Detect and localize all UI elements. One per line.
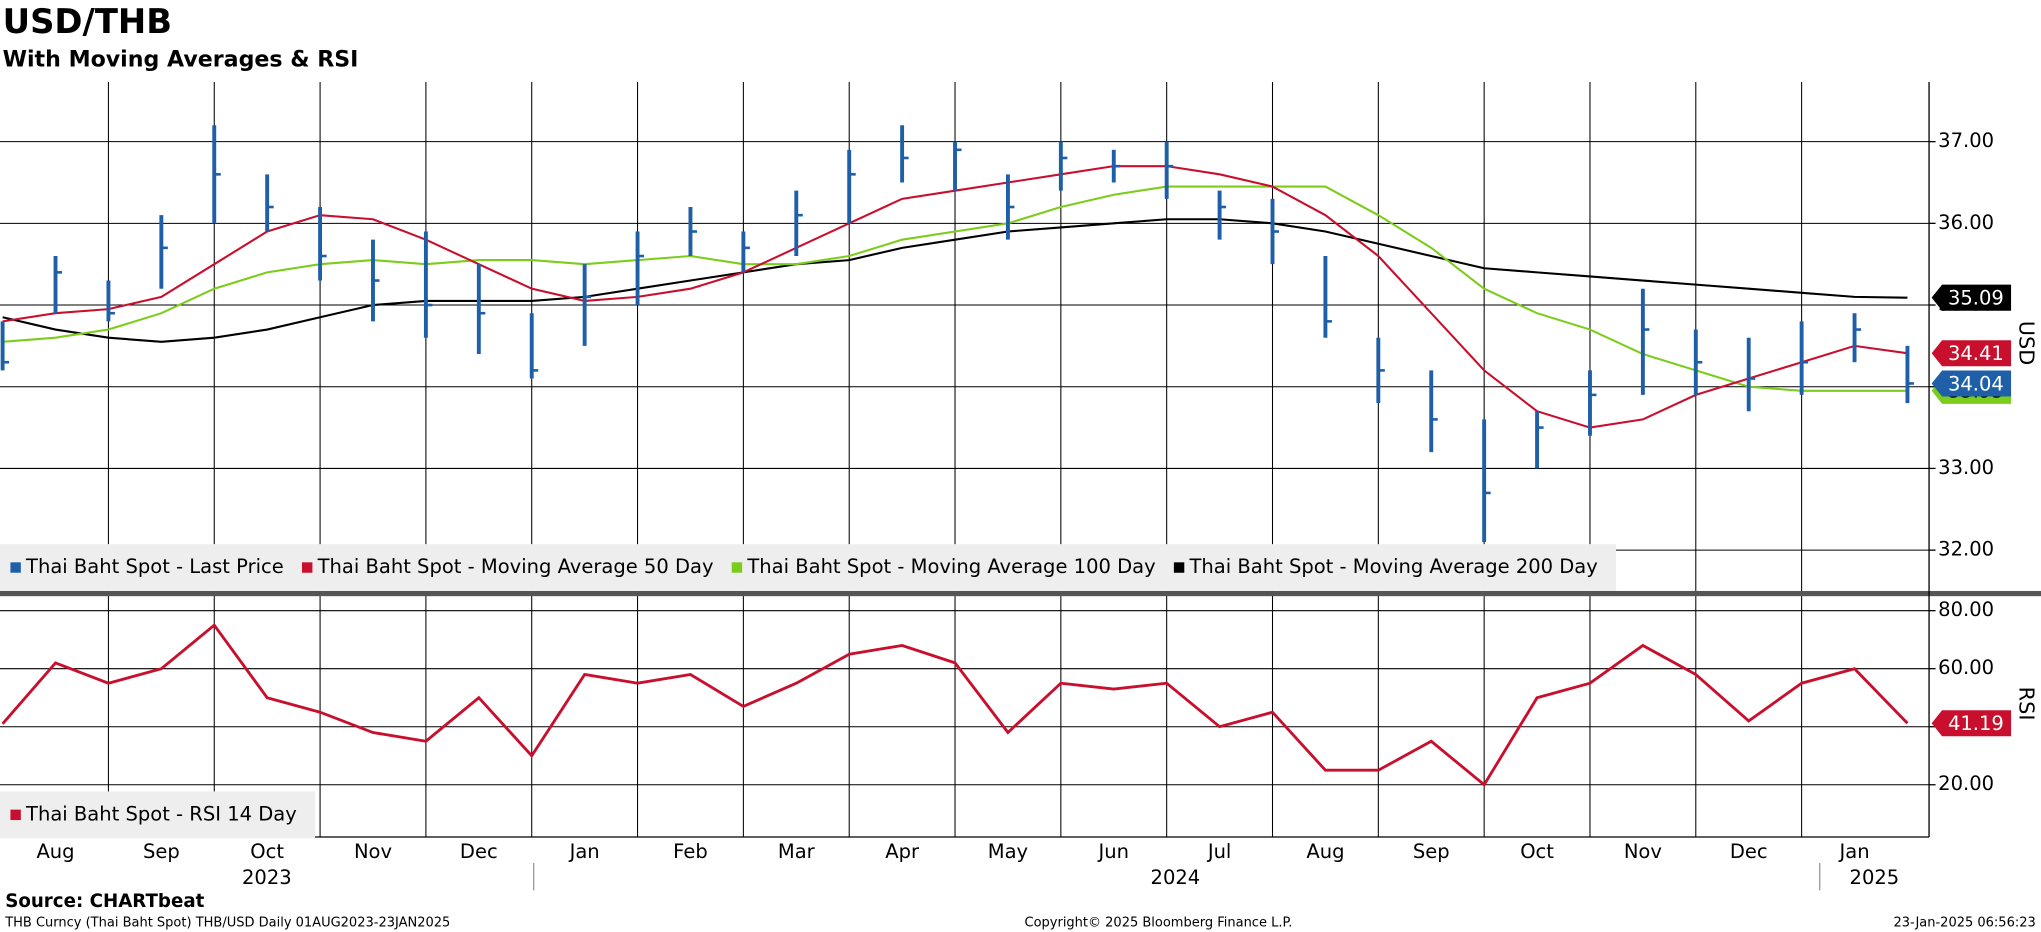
x-tick-label: Sep [1413, 840, 1450, 863]
value-tag [1931, 710, 2012, 737]
y-tick-label: 33.00 [1938, 456, 1994, 479]
y-axis-title: RSI [2014, 687, 2038, 721]
legend-swatch [1173, 562, 1185, 573]
x-tick-label: Jul [1206, 840, 1232, 863]
x-tick-label: Nov [354, 840, 392, 863]
legend-label: Thai Baht Spot - Moving Average 200 Day [1189, 555, 1598, 578]
series-line [1, 623, 1909, 787]
series-line [2, 218, 1908, 343]
year-label: 2025 [1850, 866, 1900, 889]
y-tick-label: 36.00 [1938, 211, 1994, 234]
value-tag-label: 34.04 [1948, 372, 2004, 395]
y-axis-title: USD [2014, 321, 2038, 365]
source: Source: CHARTbeat [5, 891, 204, 912]
footer-center: Copyright© 2025 Bloomberg Finance L.P. [1025, 915, 1293, 930]
legend-background [0, 544, 1617, 591]
value-tag [1931, 284, 2012, 311]
x-tick-label: Nov [1624, 840, 1662, 863]
y-tick-label: 20.00 [1938, 772, 1994, 795]
x-tick-label: Oct [1520, 840, 1554, 863]
x-tick-label: Aug [36, 840, 74, 863]
x-tick-label: Dec [1730, 840, 1768, 863]
grid [0, 596, 1930, 837]
legend-label: Thai Baht Spot - Last Price [25, 555, 284, 578]
year-label: 2024 [1151, 866, 1201, 889]
y-tick-label: 80.00 [1938, 598, 1994, 621]
year-label: 2023 [242, 866, 292, 889]
x-tick-label: Oct [250, 840, 284, 863]
legend-swatch [10, 562, 21, 573]
legend-label: Thai Baht Spot - Moving Average 50 Day [317, 555, 714, 578]
y-tick-label: 37.00 [1938, 129, 1994, 152]
value-tag [1931, 340, 2012, 367]
legend-background [0, 791, 316, 839]
x-tick-label: Mar [778, 840, 816, 863]
x-tick-label: Jan [568, 840, 600, 863]
x-tick-label: Jun [1097, 840, 1130, 863]
value-tag-label: 35.09 [1948, 286, 2004, 309]
legend-label: Thai Baht Spot - Moving Average 100 Day [746, 555, 1155, 578]
x-tick-label: Aug [1306, 840, 1344, 863]
grid [0, 82, 1930, 591]
chart-title: USD/THB [3, 2, 172, 41]
legend-label: Thai Baht Spot - RSI 14 Day [25, 802, 297, 825]
panel-separator [0, 590, 2041, 597]
x-tick-label: Apr [885, 840, 920, 863]
x-tick-label: Jan [1837, 840, 1869, 863]
x-tick-label: Dec [460, 840, 498, 863]
legend-swatch [731, 562, 743, 573]
legend: Thai Baht Spot - Last Price Thai Baht Spo… [0, 544, 1617, 591]
y-tick-label: 60.00 [1938, 656, 1994, 679]
legend: Thai Baht Spot - RSI 14 Day [0, 791, 316, 839]
chart-subtitle: With Moving Averages & RSI [3, 46, 359, 72]
x-tick-label: Sep [143, 840, 180, 863]
value-tag-label: 41.19 [1948, 712, 2004, 735]
value-tag [1931, 370, 2012, 397]
footer-left: THB Curncy (Thai Baht Spot) THB/USD Dail… [4, 915, 450, 930]
footer-right: 23-Jan-2025 06:56:23 [1893, 915, 2035, 930]
value-tag-label: 34.41 [1948, 342, 2004, 365]
x-tick-label: May [988, 840, 1028, 863]
legend-swatch [301, 562, 313, 573]
legend-swatch [10, 809, 21, 821]
x-tick-label: Feb [673, 840, 708, 863]
y-tick-label: 32.00 [1938, 538, 1994, 561]
